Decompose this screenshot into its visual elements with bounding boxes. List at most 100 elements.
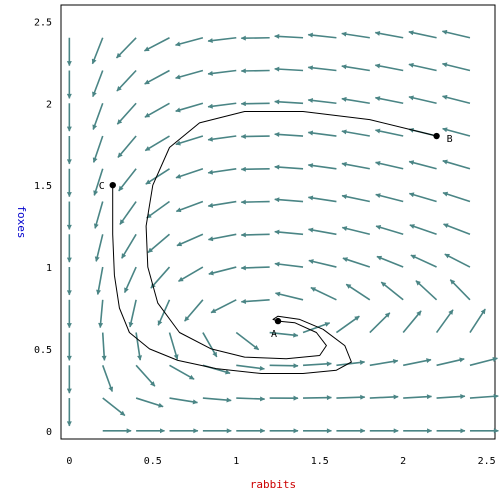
field-arrow	[210, 299, 237, 314]
field-arrow	[135, 397, 164, 408]
field-arrow	[117, 135, 137, 158]
field-arrow	[274, 99, 304, 105]
y-tick-label: 1.5	[34, 181, 52, 192]
field-arrow	[96, 266, 104, 295]
field-arrow	[207, 102, 237, 109]
y-axis-label: foxes	[15, 205, 28, 238]
field-arrow	[444, 253, 471, 268]
trajectory-curve	[112, 185, 352, 374]
x-tick-label: 1	[233, 456, 239, 467]
field-arrow	[307, 163, 337, 170]
field-arrow	[235, 331, 260, 351]
point-marker	[274, 317, 282, 325]
x-axis-ticks: 0 0.5 1 1.5 2 2.5	[66, 456, 495, 467]
field-arrow	[341, 129, 370, 137]
field-arrow	[341, 226, 370, 236]
x-tick-label: 2	[400, 456, 406, 467]
field-arrow	[240, 101, 270, 107]
field-arrow	[157, 299, 171, 326]
field-arrow	[436, 393, 466, 399]
field-arrow	[341, 64, 370, 72]
field-arrow	[150, 266, 171, 289]
field-arrow	[341, 161, 370, 170]
field-arrow	[408, 95, 437, 105]
field-arrow	[375, 225, 404, 236]
field-arrow	[336, 359, 366, 367]
field-arrow	[207, 135, 237, 142]
field-arrow	[449, 279, 471, 301]
field-arrow	[274, 291, 304, 301]
field-arrow	[91, 37, 104, 65]
field-arrow	[374, 128, 404, 137]
field-arrow	[240, 232, 270, 238]
field-arrow	[369, 394, 399, 400]
field-arrow	[207, 200, 237, 208]
field-arrow	[240, 133, 270, 139]
field-arrow	[93, 201, 104, 229]
point-marker	[433, 132, 440, 140]
field-arrow	[202, 397, 232, 403]
field-arrow	[274, 261, 304, 268]
field-arrow	[240, 199, 270, 205]
field-arrow	[442, 191, 471, 203]
field-arrow	[308, 227, 337, 236]
field-arrow	[93, 168, 104, 196]
plot-frame	[60, 4, 496, 440]
field-arrow	[410, 254, 437, 268]
field-arrow	[403, 394, 433, 400]
field-arrow	[408, 160, 437, 170]
field-arrow	[135, 332, 143, 361]
field-arrow	[208, 266, 237, 276]
field-arrow	[274, 164, 304, 170]
field-arrow	[169, 364, 195, 380]
field-arrow	[175, 69, 204, 80]
trajectories	[112, 111, 437, 374]
field-arrow	[307, 195, 337, 203]
field-arrow	[240, 166, 270, 172]
field-arrow	[335, 315, 360, 334]
field-arrow	[116, 102, 137, 125]
field-arrow	[102, 397, 126, 417]
field-arrow	[145, 168, 170, 185]
field-arrow	[403, 358, 432, 367]
field-arrow	[369, 358, 399, 367]
field-arrow	[442, 159, 471, 170]
field-arrow	[415, 280, 438, 301]
field-arrow	[202, 332, 218, 358]
field-arrow	[118, 168, 137, 192]
field-arrow	[374, 30, 404, 39]
field-arrow	[336, 394, 366, 400]
field-arrow	[469, 393, 499, 399]
field-arrow	[408, 30, 437, 39]
field-arrow	[176, 233, 204, 247]
field-arrow	[92, 135, 104, 163]
field-arrow	[123, 266, 137, 293]
field-arrow	[207, 167, 237, 175]
field-arrow	[310, 286, 337, 301]
field-arrow	[147, 233, 171, 254]
field-arrow	[345, 283, 371, 301]
field-arrow	[376, 255, 404, 268]
field-arrow	[408, 192, 437, 203]
x-tick-label: 1.5	[311, 456, 329, 467]
y-tick-label: 2	[46, 99, 52, 110]
point-label: B	[447, 134, 453, 145]
field-arrow	[240, 298, 270, 304]
field-arrow	[274, 197, 304, 203]
field-arrow	[178, 266, 204, 282]
field-arrow	[302, 322, 331, 334]
y-tick-label: 1	[46, 263, 52, 274]
field-arrow	[380, 281, 404, 301]
direction-field	[66, 29, 499, 434]
field-arrow	[94, 234, 104, 262]
field-arrow	[341, 194, 370, 203]
trajectory-curve	[145, 111, 437, 360]
field-arrow	[144, 69, 170, 85]
field-arrow	[135, 364, 156, 387]
y-tick-label: 2.5	[34, 17, 52, 28]
field-arrow	[469, 308, 486, 333]
x-tick-label: 0.5	[144, 456, 162, 467]
field-arrow	[441, 29, 471, 39]
x-axis-label: rabbits	[250, 478, 296, 491]
